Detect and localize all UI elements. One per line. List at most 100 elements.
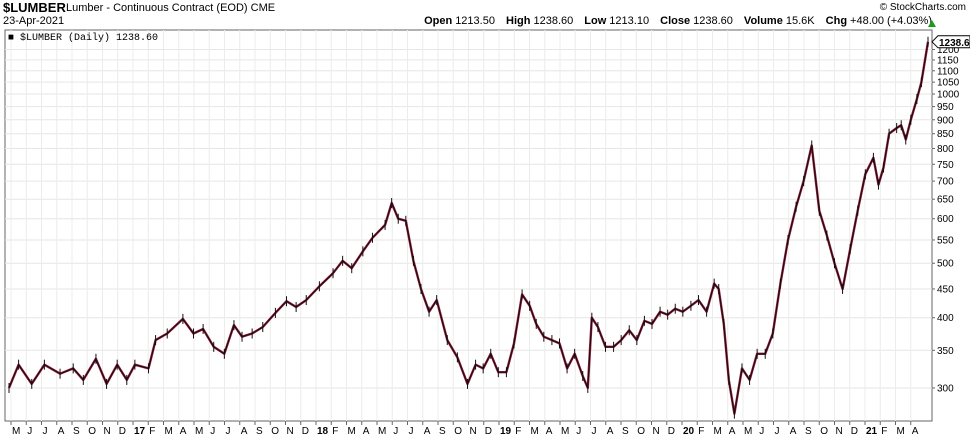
price-line (8, 41, 929, 415)
x-tick-label: M (378, 426, 386, 437)
y-tick-label: 400 (937, 313, 954, 324)
x-tick-label: M (12, 426, 20, 437)
x-tick-label: D (119, 426, 126, 437)
y-tick-label: 550 (937, 235, 954, 246)
x-tick-label: O (454, 426, 462, 437)
exchange: CME (250, 2, 276, 14)
x-tick-label: A (363, 426, 370, 437)
x-tick-label: N (104, 426, 111, 437)
last-value-marker (931, 35, 970, 49)
x-tick-label: J (592, 426, 597, 437)
x-tick-label: D (302, 426, 309, 437)
x-tick-label: S (622, 426, 629, 437)
volume-label: Volume (743, 15, 783, 27)
series-legend: ■ $LUMBER (Daily) 1238.60 (8, 32, 158, 44)
x-tick-label: 21 (866, 426, 878, 437)
x-tick-label: O (637, 426, 645, 437)
y-tick-label: 1000 (937, 90, 960, 101)
x-tick-label: 19 (500, 426, 512, 437)
stockcharts-logo: © StockCharts.com (879, 2, 966, 13)
x-tick-label: A (790, 426, 797, 437)
x-tick-label: S (439, 426, 446, 437)
close-value: 1238.60 (693, 15, 733, 27)
x-tick-label: D (485, 426, 492, 437)
x-tick-label: O (271, 426, 279, 437)
x-tick-label: D (851, 426, 858, 437)
symbol-description: Lumber - Continuous Contract (EOD) CME (66, 2, 275, 14)
x-tick-label: A (241, 426, 248, 437)
x-tick-label: D (668, 426, 675, 437)
x-tick-label: J (43, 426, 48, 437)
x-tick-label: O (88, 426, 96, 437)
up-arrow-icon (928, 20, 936, 27)
chart-header: $LUMBER Lumber - Continuous Contract (EO… (0, 0, 970, 15)
y-tick-label: 700 (937, 177, 954, 188)
y-tick-label: 1200 (937, 45, 960, 56)
price-chart[interactable]: 300 350 400 450 500 550 600 650 700 750 800 850 900 9… (0, 28, 970, 443)
x-tick-label: M (165, 426, 173, 437)
high-value: 1238.60 (533, 15, 574, 27)
x-tick-label: N (653, 426, 660, 437)
x-tick-label: M (195, 426, 203, 437)
x-tick-label: 20 (683, 426, 695, 437)
x-tick-label: A (912, 426, 919, 437)
x-tick-label: J (27, 426, 32, 437)
chart-subheader: 23-Apr-2021 Open 1213.50 High 1238.60 Low 1… (0, 15, 970, 28)
symbol: $LUMBER (3, 0, 66, 15)
x-tick-label: A (607, 426, 614, 437)
x-tick-label: F (149, 426, 155, 437)
y-tick-label: 850 (937, 129, 954, 140)
x-tick-label: J (210, 426, 215, 437)
open-label: Open (424, 15, 453, 27)
x-tick-label: N (287, 426, 294, 437)
x-tick-label: J (226, 426, 231, 437)
last-value-label: 1238.6 (939, 38, 970, 49)
y-tick-label: 1150 (937, 55, 959, 66)
x-tick-label: J (759, 426, 764, 437)
y-tick-label: 350 (937, 346, 954, 357)
x-tick-label: 17 (134, 426, 146, 437)
y-tick-label: 800 (937, 144, 954, 155)
x-tick-label: 18 (317, 426, 329, 437)
volume-value: 15.6K (785, 15, 815, 27)
high-label: High (506, 15, 531, 27)
x-tick-label: M (531, 426, 539, 437)
x-tick-label: M (897, 426, 905, 437)
x-tick-label: O (820, 426, 828, 437)
y-tick-label: 600 (937, 214, 954, 225)
y-tick-label: 450 (937, 284, 954, 295)
y-tick-label: 1050 (937, 78, 960, 89)
x-tick-label: M (348, 426, 356, 437)
open-value: 1213.50 (455, 15, 495, 27)
change-value: +48.00 (+4.03%) (850, 15, 932, 27)
x-tick-label: S (256, 426, 263, 437)
x-tick-label: N (836, 426, 843, 437)
x-tick-label: J (576, 426, 581, 437)
x-tick-label: M (561, 426, 569, 437)
y-tick-label: 750 (937, 160, 954, 171)
y-tick-label: 900 (937, 115, 954, 126)
y-tick-label: 1100 (937, 66, 959, 77)
x-tick-label: N (470, 426, 477, 437)
x-tick-label: A (424, 426, 431, 437)
contract-name: Lumber - Continuous Contract (EOD) (66, 2, 248, 14)
x-tick-label: J (409, 426, 414, 437)
x-tick-label: J (775, 426, 780, 437)
y-tick-label: 500 (937, 259, 954, 270)
x-tick-label: F (332, 426, 338, 437)
y-tick-label: 650 (937, 195, 954, 206)
y-tick-label: 300 (937, 383, 954, 394)
x-tick-label: A (58, 426, 65, 437)
x-tick-label: S (805, 426, 812, 437)
x-tick-label: M (714, 426, 722, 437)
ohlc-summary: Open 1213.50 High 1238.60 Low 1213.10 Close… (416, 15, 932, 27)
x-tick-label: A (180, 426, 187, 437)
x-tick-label: F (515, 426, 521, 437)
y-tick-label: 950 (937, 102, 954, 113)
low-label: Low (584, 15, 607, 27)
x-tick-label: A (729, 426, 736, 437)
x-tick-label: J (393, 426, 398, 437)
x-tick-label: A (546, 426, 553, 437)
low-value: 1213.10 (609, 15, 650, 27)
quote-date: 23-Apr-2021 (3, 15, 65, 27)
